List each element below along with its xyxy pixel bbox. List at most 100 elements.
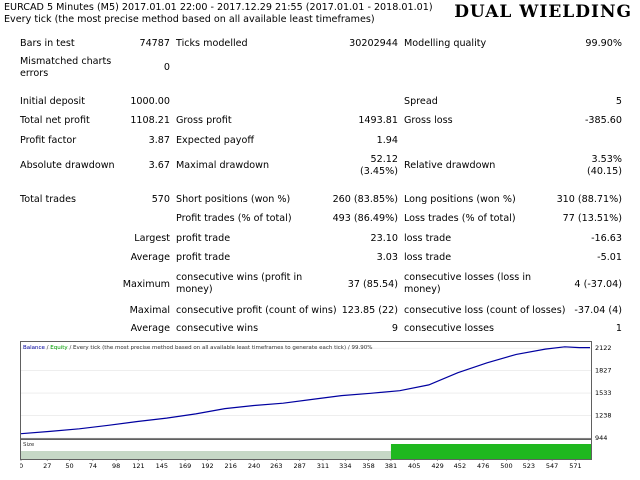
x-tick-label: 547 <box>546 462 558 470</box>
grossloss-label: Gross loss <box>404 115 453 126</box>
maximal-label: Maximal <box>129 305 170 316</box>
payoff-value: 1.94 <box>376 135 398 146</box>
x-tick-label: 405 <box>408 462 420 470</box>
short-label: Short positions (won %) <box>176 194 291 205</box>
long-value: 310 (88.71%) <box>556 194 622 205</box>
bars-value: 74787 <box>139 38 170 49</box>
largest-profit-label: profit trade <box>176 233 231 244</box>
avg-consec-wins-label: consecutive wins <box>176 323 259 334</box>
x-tick-label: 358 <box>362 462 374 470</box>
x-tick-label: 121 <box>132 462 144 470</box>
grossloss-value: -385.60 <box>584 115 622 126</box>
x-tick-label: 98 <box>112 462 120 470</box>
x-tick-label: 27 <box>43 462 51 470</box>
profit-trades-value: 493 (86.49%) <box>332 213 398 224</box>
short-value: 260 (83.85%) <box>332 194 398 205</box>
y-tick-label: 2122 <box>595 344 612 352</box>
grossprofit-value: 1493.81 <box>358 115 398 126</box>
y-tick-label: 944 <box>595 434 607 442</box>
spread-label: Spread <box>404 96 438 107</box>
ticks-label: Ticks modelled <box>176 38 248 49</box>
mismatch-label: Mismatched charts errors <box>20 56 112 79</box>
max-consec-wins-label: consecutive wins (profit in money) <box>176 272 303 295</box>
brand-logo-text: DUAL WIELDING <box>454 2 632 22</box>
max-consec-losses-label: consecutive losses (loss in money) <box>404 272 532 295</box>
trades-value: 570 <box>151 194 170 205</box>
x-tick-label: 287 <box>293 462 305 470</box>
max-consec-wins-value: 37 (85.54) <box>347 279 398 290</box>
largest-loss-label: loss trade <box>404 233 452 244</box>
long-label: Long positions (won %) <box>404 194 516 205</box>
maximum-label: Maximum <box>122 279 170 290</box>
average-label: Average <box>130 252 170 263</box>
absdd-label: Absolute drawdown <box>20 160 115 171</box>
average-loss-value: -5.01 <box>597 252 622 263</box>
avg-consec-wins-value: 9 <box>391 323 398 334</box>
x-tick-label: 145 <box>156 462 168 470</box>
largest-loss-value: -16.63 <box>591 233 622 244</box>
x-tick-label: 311 <box>317 462 329 470</box>
x-tick-label: 571 <box>569 462 581 470</box>
max-consec-profit-value: 123.85 (22) <box>341 305 398 316</box>
test-model: Every tick (the most precise method base… <box>4 14 375 25</box>
pf-label: Profit factor <box>20 135 77 146</box>
profit-trades-label: Profit trades (% of total) <box>176 213 292 224</box>
payoff-label: Expected payoff <box>176 135 254 146</box>
bars-label: Bars in test <box>20 38 75 49</box>
absdd-value: 3.67 <box>148 160 170 171</box>
x-tick-label: 429 <box>431 462 443 470</box>
maxdd-value: 52.12 <box>370 154 398 165</box>
chart-legend: Balance / Equity / Every tick (the most … <box>23 345 372 351</box>
x-tick-label: 50 <box>65 462 73 470</box>
reldd-value: 3.53% <box>591 154 622 165</box>
max-consec-loss-label: consecutive loss (count of losses) <box>404 305 566 316</box>
largest-profit-value: 23.10 <box>370 233 398 244</box>
x-tick-label: 74 <box>89 462 97 470</box>
chart-grid <box>21 347 591 439</box>
quality-value: 99.90% <box>585 38 622 49</box>
avg-consec-losses-label: consecutive losses <box>404 323 494 334</box>
size-bars-low <box>21 451 391 459</box>
test-header: EURCAD 5 Minutes (M5) 2017.01.01 22:00 -… <box>4 2 433 26</box>
balance-chart: Balance / Equity / Every tick (the most … <box>20 341 612 470</box>
deposit-value: 1000.00 <box>130 96 170 107</box>
x-tick-label: 263 <box>270 462 282 470</box>
x-tick-label: 240 <box>248 462 260 470</box>
avg-consec-losses-value: 1 <box>615 323 622 334</box>
trades-label: Total trades <box>20 194 77 205</box>
loss-trades-value: 77 (13.51%) <box>562 213 622 224</box>
chart-y-axis: 2122 1827 1533 1238 944 <box>595 344 612 442</box>
y-tick-label: 1238 <box>595 412 612 420</box>
test-period: EURCAD 5 Minutes (M5) 2017.01.01 22:00 -… <box>4 2 433 13</box>
x-tick-label: 334 <box>339 462 351 470</box>
x-tick-label: 169 <box>179 462 191 470</box>
chart-plot-area <box>20 341 592 439</box>
size-label: Size <box>23 442 35 448</box>
max-consec-profit-label: consecutive profit (count of wins) <box>176 305 337 316</box>
maxdd-percent: (3.45%) <box>360 166 398 177</box>
netprofit-label: Total net profit <box>20 115 90 126</box>
max-consec-loss-value: -37.04 (4) <box>574 305 622 316</box>
chart-x-axis: 0 27 50 74 98 121 145 169 192 216 240 263 287 311 334 3… <box>20 459 582 470</box>
x-tick-label: 476 <box>477 462 489 470</box>
deposit-label: Initial deposit <box>20 96 85 107</box>
ticks-value: 30202944 <box>349 38 398 49</box>
maxdd-label: Maximal drawdown <box>176 160 270 171</box>
average-profit-value: 3.03 <box>376 252 398 263</box>
spread-value: 5 <box>615 96 622 107</box>
grossprofit-label: Gross profit <box>176 115 232 126</box>
pf-value: 3.87 <box>148 135 170 146</box>
reldd-label: Relative drawdown <box>404 160 496 171</box>
average-profit-label: profit trade <box>176 252 231 263</box>
y-tick-label: 1533 <box>595 389 612 397</box>
x-tick-label: 216 <box>225 462 237 470</box>
largest-label: Largest <box>134 233 170 244</box>
x-tick-label: 500 <box>500 462 512 470</box>
y-tick-label: 1827 <box>595 367 612 375</box>
x-tick-label: 192 <box>201 462 213 470</box>
x-tick-label: 381 <box>385 462 397 470</box>
netprofit-value: 1108.21 <box>130 115 170 126</box>
loss-trades-label: Loss trades (% of total) <box>404 213 516 224</box>
max-consec-losses-value: 4 (-37.04) <box>574 279 622 290</box>
average-loss-label: loss trade <box>404 252 452 263</box>
